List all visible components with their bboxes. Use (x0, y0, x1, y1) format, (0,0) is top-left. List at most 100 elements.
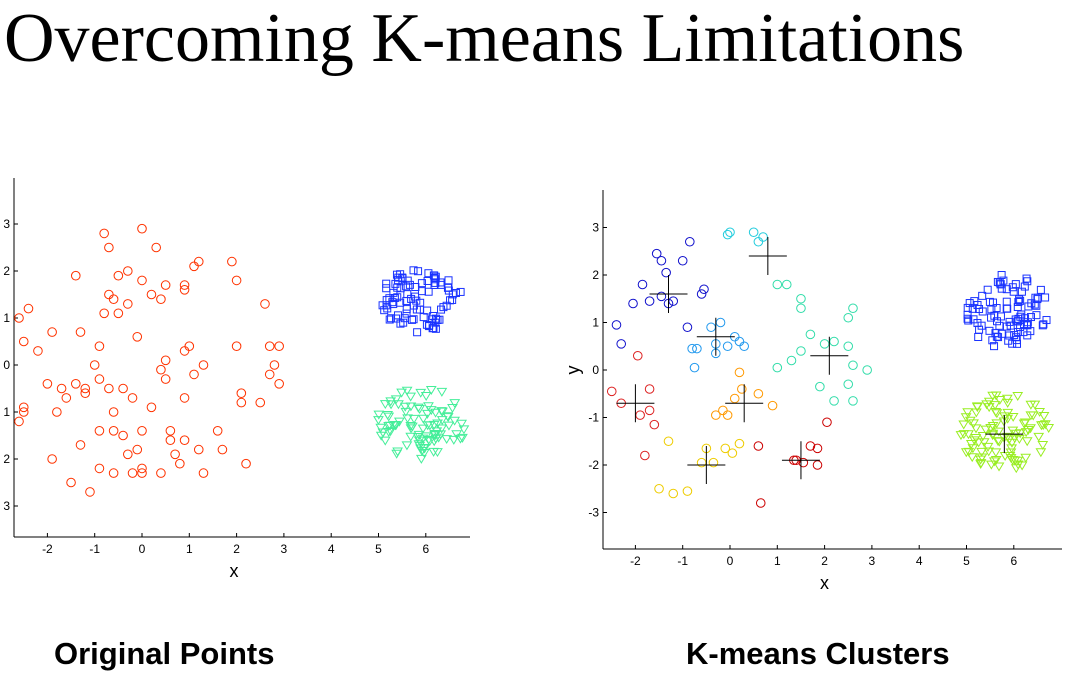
x-tick-label: 5 (375, 542, 382, 556)
data-point (443, 421, 455, 431)
data-point (402, 305, 411, 314)
caption-kmeans-clusters: K-means Clusters (686, 636, 950, 671)
data-point (382, 296, 391, 305)
data-point (960, 448, 972, 458)
data-point (104, 242, 114, 253)
data-point (405, 421, 417, 431)
data-point (179, 393, 190, 403)
data-point (1003, 435, 1015, 445)
y-tick-label: 2 (3, 452, 10, 466)
y-tick-label: -2 (588, 458, 599, 472)
data-point (1002, 304, 1011, 313)
data-point (977, 432, 989, 442)
data-point (1011, 315, 1020, 324)
data-point (722, 229, 733, 240)
data-point (993, 462, 1005, 472)
data-point (212, 426, 223, 436)
data-point (996, 280, 1005, 289)
data-point (42, 379, 53, 389)
data-point (649, 419, 660, 430)
data-point (1014, 327, 1023, 336)
y-tick-label: -3 (588, 506, 599, 520)
data-point (677, 255, 688, 266)
data-point (436, 416, 448, 426)
data-point (651, 248, 662, 259)
data-point (193, 256, 204, 267)
data-point (983, 447, 995, 457)
data-point (696, 457, 707, 468)
data-point (988, 336, 997, 345)
data-point (978, 307, 987, 316)
data-point (687, 343, 697, 354)
data-point (985, 424, 997, 434)
data-point (123, 449, 133, 460)
data-point (1025, 400, 1037, 410)
data-point (843, 341, 854, 352)
data-point (94, 374, 105, 384)
series-1 (687, 317, 749, 373)
data-point (274, 341, 284, 352)
data-point (430, 280, 439, 289)
data-point (415, 388, 427, 398)
data-point (402, 309, 411, 318)
data-point (656, 255, 667, 266)
data-point (1030, 300, 1039, 309)
data-point (843, 312, 854, 323)
data-point (99, 308, 109, 319)
data-point (682, 322, 693, 333)
data-point (781, 279, 792, 290)
data-point (405, 432, 417, 442)
data-point (995, 321, 1004, 330)
data-point (692, 343, 702, 354)
data-point (383, 428, 395, 438)
data-point (373, 410, 385, 420)
data-point (417, 287, 426, 296)
series-5 (711, 367, 778, 420)
data-point (132, 332, 143, 342)
data-point (396, 319, 405, 328)
data-point (993, 437, 1005, 447)
series-6 (654, 436, 745, 499)
data-point (1038, 321, 1047, 330)
data-point (417, 434, 429, 444)
data-point (198, 360, 209, 370)
data-point (94, 426, 105, 436)
data-point (422, 409, 433, 419)
data-point (414, 404, 426, 414)
data-point (637, 279, 648, 290)
data-point (108, 407, 119, 417)
data-point (661, 267, 671, 278)
data-point (417, 414, 429, 424)
data-point (1002, 414, 1014, 424)
data-point (448, 290, 457, 299)
data-point (94, 341, 105, 352)
data-point (994, 395, 1006, 405)
data-point (737, 384, 747, 394)
data-point (160, 355, 171, 366)
data-point (14, 313, 24, 323)
data-point (1007, 412, 1019, 422)
data-point (444, 283, 453, 292)
data-point (165, 426, 176, 436)
data-point (964, 316, 973, 325)
data-point (962, 408, 973, 418)
series-0 (611, 236, 709, 349)
data-point (644, 405, 655, 416)
data-point (146, 289, 157, 300)
x-tick-label: 6 (1010, 554, 1017, 568)
data-point (47, 454, 57, 464)
data-point (241, 458, 251, 469)
data-point (417, 424, 429, 434)
data-point (455, 434, 466, 444)
x-axis-label: x (820, 573, 829, 593)
data-point (418, 448, 430, 458)
data-point (848, 360, 858, 371)
data-point (968, 304, 977, 313)
data-point (611, 320, 622, 330)
data-point (66, 477, 76, 488)
data-point (127, 393, 138, 403)
data-point (156, 468, 166, 478)
data-point (393, 276, 402, 285)
data-point (179, 280, 190, 290)
data-point (236, 397, 247, 408)
